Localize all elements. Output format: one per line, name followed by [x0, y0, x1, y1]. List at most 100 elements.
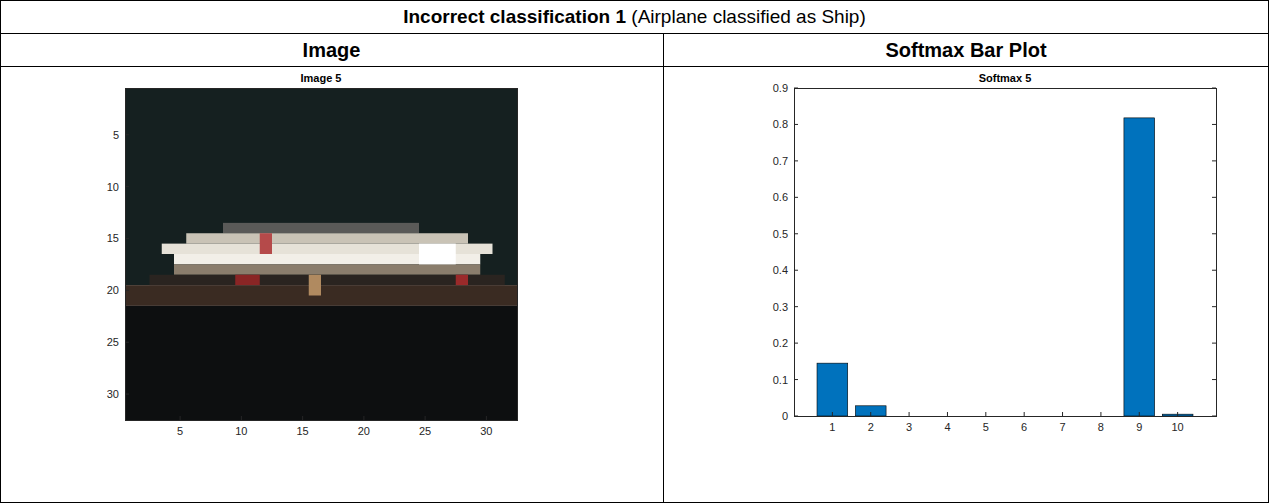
y-tick — [1212, 306, 1216, 307]
y-tick-label: 0.1 — [773, 374, 788, 386]
y-tick — [1212, 124, 1216, 125]
y-tick — [125, 290, 129, 291]
y-tick — [794, 233, 798, 234]
column-line — [663, 33, 664, 503]
x-tick — [870, 412, 871, 416]
y-tick-label: 0.9 — [773, 82, 788, 94]
y-tick-label: 0.6 — [773, 191, 788, 203]
y-tick — [794, 306, 798, 307]
x-tick — [425, 416, 426, 420]
x-tick-label: 3 — [906, 421, 912, 433]
image-region — [260, 233, 272, 254]
image-title: Image 5 — [301, 72, 342, 84]
plot-area — [794, 88, 1216, 416]
image-pixels — [125, 88, 517, 420]
y-tick — [794, 124, 798, 125]
y-tick — [794, 88, 798, 89]
bar — [817, 363, 848, 416]
x-tick — [947, 412, 948, 416]
image-axes: Image 55101520253051015202530 — [107, 72, 530, 437]
y-tick-label: 0.3 — [773, 301, 788, 313]
bar — [1124, 118, 1155, 416]
x-tick-label: 10 — [235, 425, 247, 437]
x-tick-label: 5 — [983, 421, 989, 433]
y-tick — [125, 394, 129, 395]
x-tick — [363, 416, 364, 420]
x-tick-label: 25 — [419, 425, 431, 437]
table-border — [1, 1, 1269, 503]
y-tick-label: 0.7 — [773, 155, 788, 167]
x-tick-label: 10 — [1172, 421, 1184, 433]
y-tick-label: 0 — [782, 410, 788, 422]
x-tick — [302, 416, 303, 420]
image-region — [235, 275, 260, 285]
x-tick — [1024, 412, 1025, 416]
y-tick — [125, 134, 129, 135]
background — [0, 0, 1269, 503]
image-region — [419, 244, 456, 265]
bar-axes: Softmax 51234567891000.10.20.30.40.50.60… — [773, 72, 1217, 433]
x-tick-label: 4 — [944, 421, 950, 433]
x-tick — [1100, 412, 1101, 416]
y-tick — [1212, 343, 1216, 344]
y-tick — [125, 342, 129, 343]
x-tick — [1177, 412, 1178, 416]
table-frame — [0, 1, 1269, 503]
image-region — [150, 275, 505, 285]
y-tick — [1212, 160, 1216, 161]
y-tick — [794, 197, 798, 198]
x-tick-label: 1 — [829, 421, 835, 433]
image-region — [456, 275, 468, 285]
y-tick — [794, 160, 798, 161]
bars — [817, 118, 1193, 416]
x-tick — [1062, 412, 1063, 416]
y-tick — [1212, 416, 1216, 417]
y-tick — [1212, 270, 1216, 271]
x-tick — [909, 412, 910, 416]
y-tick — [794, 343, 798, 344]
x-tick-label: 6 — [1021, 421, 1027, 433]
x-tick-label: 15 — [297, 425, 309, 437]
y-tick — [125, 186, 129, 187]
title-text: Incorrect classification 1 — [403, 6, 626, 27]
axes-box — [795, 89, 1217, 417]
y-tick-label: 10 — [107, 181, 119, 193]
bar — [855, 406, 886, 416]
y-tick — [794, 379, 798, 380]
y-tick-label: 25 — [107, 336, 119, 348]
row-line — [0, 33, 1269, 34]
table-title: Incorrect classification 1 (Airplane cla… — [403, 6, 866, 27]
image-region — [125, 306, 517, 420]
x-tick-label: 30 — [480, 425, 492, 437]
x-tick-label: 9 — [1136, 421, 1142, 433]
image-region — [125, 88, 517, 285]
x-tick-label: 8 — [1098, 421, 1104, 433]
y-tick — [1212, 233, 1216, 234]
document: Incorrect classification 1 (Airplane cla… — [0, 0, 1269, 503]
y-tick — [1212, 88, 1216, 89]
y-tick-label: 0.5 — [773, 228, 788, 240]
chart-title: Softmax 5 — [979, 72, 1032, 84]
y-tick-label: 0.4 — [773, 264, 788, 276]
title-note: (Airplane classified as Ship) — [626, 6, 866, 27]
x-tick — [985, 412, 986, 416]
y-tick — [1212, 379, 1216, 380]
image-region — [174, 264, 480, 274]
y-tick-label: 0.8 — [773, 118, 788, 130]
x-tick-label: 5 — [177, 425, 183, 437]
y-tick — [1212, 197, 1216, 198]
y-tick-label: 20 — [107, 284, 119, 296]
y-tick-label: 15 — [107, 232, 119, 244]
y-tick — [794, 416, 798, 417]
x-tick-label: 7 — [1059, 421, 1065, 433]
x-tick-label: 2 — [868, 421, 874, 433]
x-tick — [486, 416, 487, 420]
image-region — [186, 233, 468, 243]
page: Incorrect classification 1 (Airplane cla… — [0, 0, 1269, 503]
y-tick — [125, 238, 129, 239]
x-tick — [180, 416, 181, 420]
axes-box — [126, 89, 518, 421]
column-header: Softmax Bar Plot — [885, 39, 1046, 61]
row-line — [0, 66, 1269, 67]
y-tick-label: 30 — [107, 388, 119, 400]
